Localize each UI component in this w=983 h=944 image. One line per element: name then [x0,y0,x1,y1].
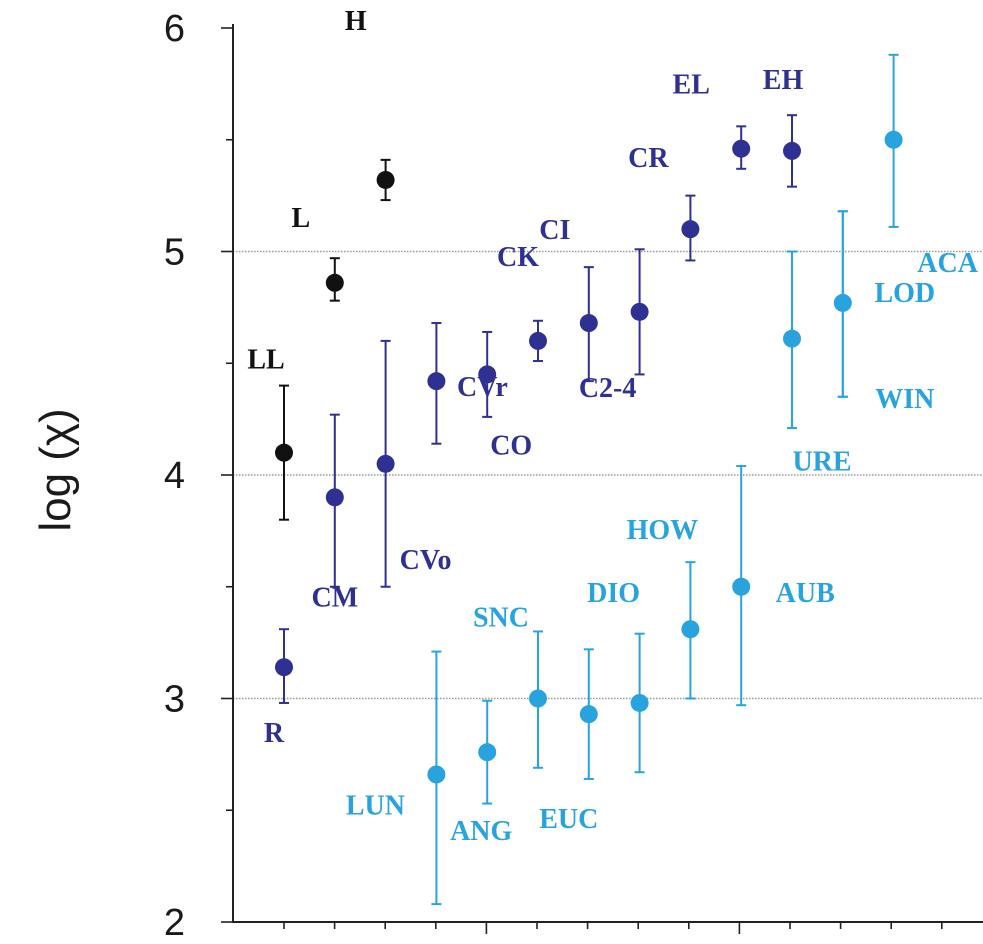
y-axis-label: log (χ) [31,408,80,531]
point-label: URE [792,447,851,478]
data-point [579,705,598,724]
data-point [376,454,395,473]
point-label: R [264,718,285,749]
y-tick-label: 2 [164,902,185,944]
y-tick-label: 6 [164,8,185,50]
point-label: CM [311,582,358,613]
data-point [325,488,344,507]
point-label: DIO [587,578,640,609]
data-point [529,689,547,708]
point-label: EUC [539,804,598,835]
point-label: EH [763,65,804,96]
y-tick-label: 3 [164,679,185,721]
y-tick-label: 5 [164,232,185,274]
point-label: ANG [450,816,512,847]
data-point [478,743,497,762]
data-point [681,620,700,639]
point-label: LOD [874,278,935,309]
point-label: LUN [346,790,405,821]
point-label: SNC [473,603,529,634]
data-point [732,577,751,596]
point-label: CI [539,215,570,246]
data-point [478,365,497,384]
axes [232,24,983,934]
data-point [275,658,293,677]
data-point [427,765,446,784]
data-point [630,302,649,321]
data-point [732,139,751,158]
point-label: ACA [917,248,978,279]
data-point [681,220,700,239]
data-point [325,273,344,292]
point-label: HOW [627,515,699,546]
data-point [376,170,395,189]
y-ticks: 2 3 4 5 6 [164,8,233,944]
data-points [275,53,903,906]
data-point [529,331,547,350]
point-label: CO [490,430,532,461]
data-point [833,293,852,312]
point-label: CVo [400,545,452,576]
data-point [783,141,801,160]
data-point [783,329,801,348]
point-label: H [345,6,367,37]
point-label: LL [247,345,284,376]
point-label: CR [628,143,669,174]
data-point [579,314,598,333]
gridlines [233,250,983,700]
data-point [884,130,903,149]
data-point [630,693,649,712]
point-label: L [291,203,310,234]
data-point [427,372,446,391]
point-label: EL [673,70,710,101]
point-label: WIN [875,384,934,415]
point-label: AUB [776,578,835,609]
y-tick-label: 4 [164,455,185,497]
point-label: CK [497,242,539,273]
data-point [275,443,293,462]
point-label: CVr [457,372,508,403]
point-label: C2-4 [579,373,637,404]
